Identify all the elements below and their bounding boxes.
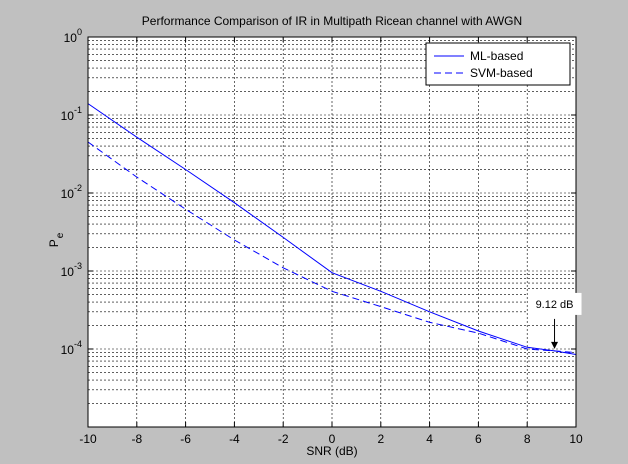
- x-axis-ticks: -10 -8 -6 -4 -2 0 2 4 6 8 10: [79, 37, 583, 446]
- legend-label: SVM-based: [470, 66, 533, 80]
- y-axis-label: Pe: [47, 232, 66, 247]
- x-tick-label: 10: [569, 432, 583, 446]
- annotation-box: [527, 292, 582, 315]
- series-layer: [87, 103, 577, 355]
- x-tick-label: -8: [131, 432, 142, 446]
- y-tick-label-base: 10: [61, 109, 75, 123]
- x-tick-label: -10: [79, 432, 97, 446]
- annotation-arrowhead: [551, 341, 559, 349]
- x-tick-label: -2: [278, 432, 289, 446]
- x-tick-label: 4: [426, 432, 433, 446]
- y-tick-label: 100: [64, 27, 82, 45]
- x-tick-label: 8: [524, 432, 531, 446]
- y-tick-label: 10-2: [61, 183, 82, 201]
- y-axis-label-subscript: e: [55, 232, 66, 238]
- legend-label: ML-based: [470, 49, 523, 63]
- annotation-text: 9.12 dB: [536, 299, 574, 311]
- x-axis-label: SNR (dB): [306, 444, 357, 458]
- chart-title: Performance Comparison of IR in Multipat…: [142, 14, 522, 28]
- y-tick-label-base: 10: [61, 187, 75, 201]
- y-tick-label: 10-4: [61, 339, 82, 357]
- y-tick-label-exponent: -1: [74, 105, 82, 115]
- legend-box: [425, 42, 571, 86]
- y-tick-label-exponent: -2: [74, 183, 82, 193]
- y-tick-label-base: 10: [61, 343, 75, 357]
- series-line: [87, 141, 577, 354]
- series-ml-based: [87, 103, 577, 355]
- x-tick-label: 6: [475, 432, 482, 446]
- x-tick-label: 0: [329, 432, 336, 446]
- annotation-9-12-db: 9.12 dB: [527, 292, 582, 349]
- y-tick-label-exponent: -4: [74, 339, 82, 349]
- y-tick-label: 10-3: [61, 261, 82, 279]
- y-tick-label-exponent: -3: [74, 261, 82, 271]
- series-svm-based: [87, 141, 577, 354]
- plot-area: [88, 37, 576, 427]
- y-tick-label-base: 10: [64, 31, 78, 45]
- series-line: [87, 103, 577, 355]
- x-tick-label: 2: [377, 432, 384, 446]
- x-tick-label: -4: [229, 432, 240, 446]
- x-tick-label: -6: [180, 432, 191, 446]
- y-tick-label-exponent: 0: [77, 27, 82, 37]
- y-axis-label-main: P: [47, 239, 61, 247]
- legend: ML-based SVM-based: [425, 42, 571, 86]
- svg-text:Pe: Pe: [47, 232, 66, 247]
- y-tick-label: 10-1: [61, 105, 82, 123]
- grid: [88, 37, 576, 427]
- y-tick-label-base: 10: [61, 265, 75, 279]
